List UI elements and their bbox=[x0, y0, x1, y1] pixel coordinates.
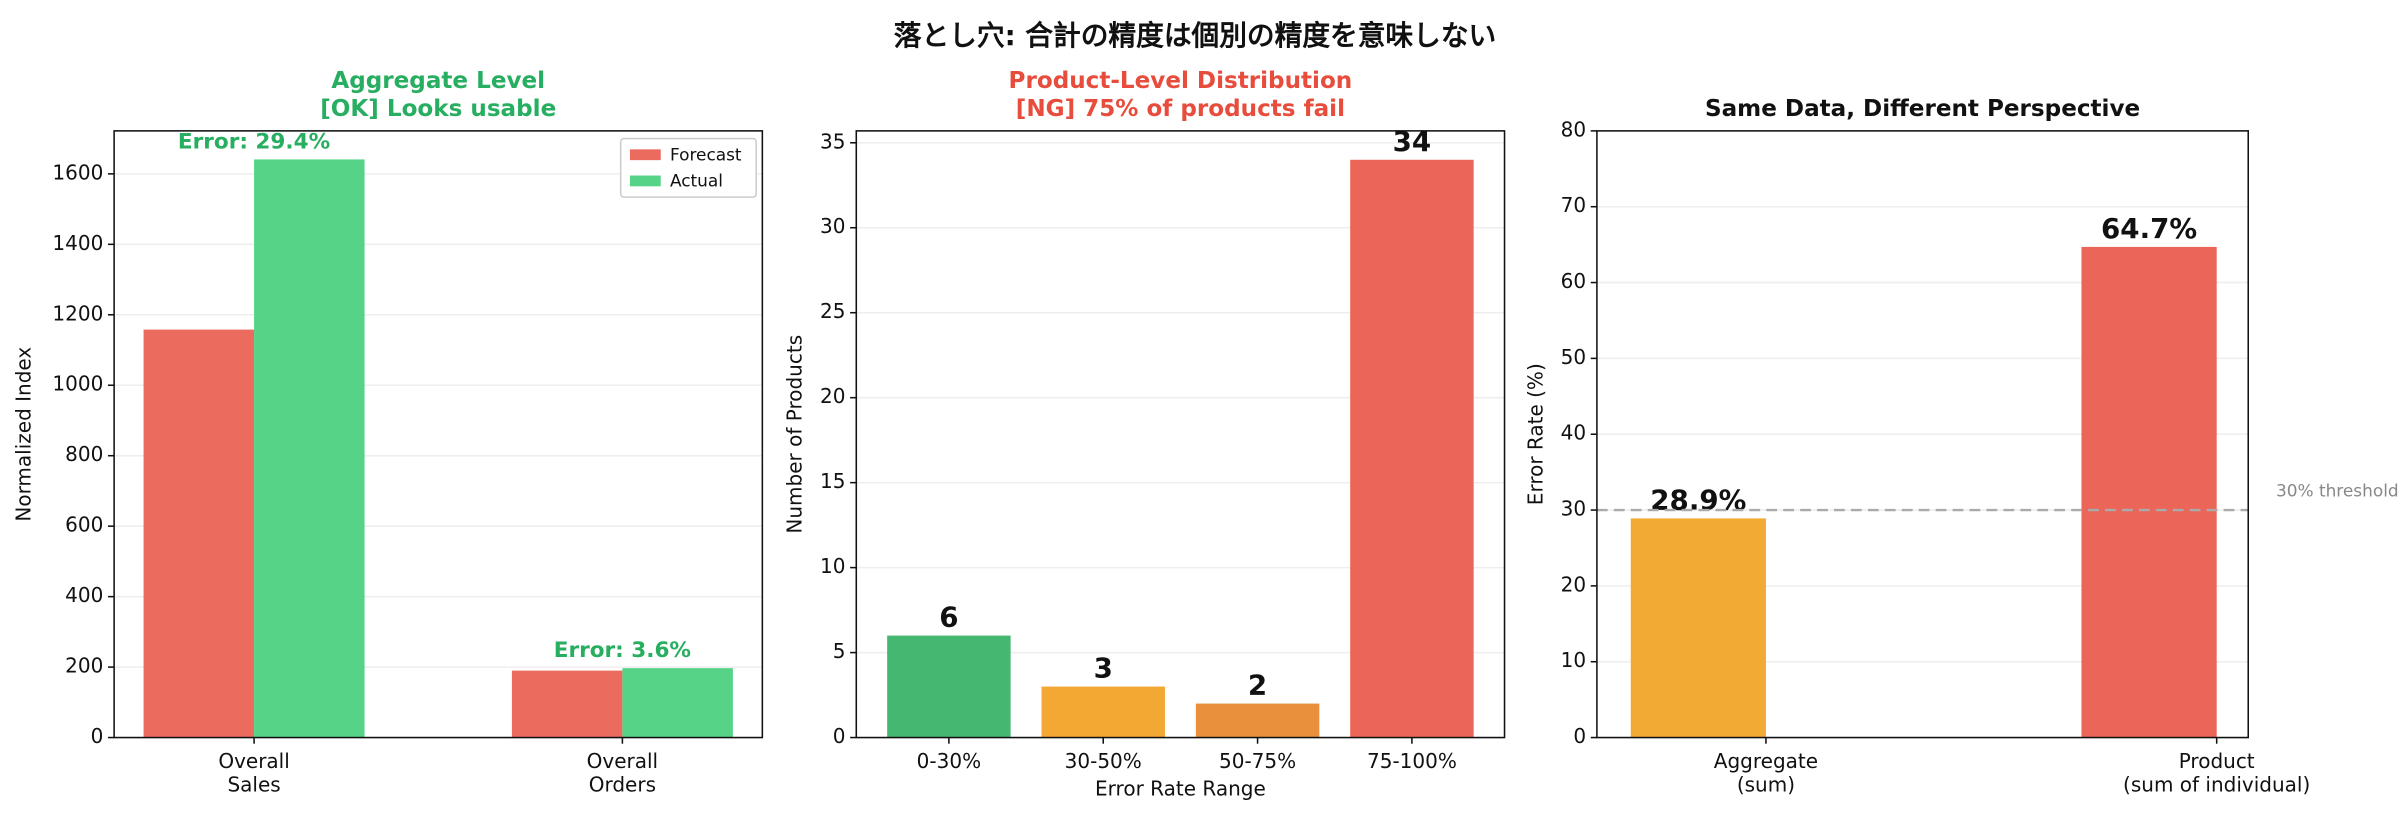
y-tick-label: 1000 bbox=[52, 372, 103, 396]
x-tick-label: 75-100% bbox=[1367, 749, 1457, 773]
y-tick-label: 70 bbox=[1561, 193, 1586, 217]
threshold-label: 30% threshold bbox=[2276, 481, 2399, 501]
y-tick-label: 800 bbox=[65, 442, 103, 466]
bar bbox=[1630, 518, 1766, 738]
y-tick-label: 1200 bbox=[52, 301, 103, 325]
y-tick-label: 200 bbox=[65, 654, 103, 678]
y-axis-label: Normalized Index bbox=[11, 347, 35, 522]
x-tick-label-line: Product bbox=[2179, 749, 2255, 773]
y-tick-label: 10 bbox=[820, 554, 845, 578]
chart-subtitle: [OK] Looks usable bbox=[320, 96, 556, 122]
x-tick-label-line: Overall bbox=[587, 749, 658, 773]
y-tick-label: 5 bbox=[833, 639, 846, 663]
y-tick-label: 50 bbox=[1561, 345, 1586, 369]
bar bbox=[1041, 686, 1165, 738]
legend-swatch bbox=[629, 149, 661, 161]
y-tick-label: 25 bbox=[820, 299, 845, 323]
figure-title: 落とし穴: 合計の精度は個別の精度を意味しない bbox=[894, 19, 1497, 52]
data-label: 2 bbox=[1248, 669, 1267, 702]
plot-frame bbox=[113, 130, 764, 739]
x-tick-label-line: 0-30% bbox=[917, 749, 981, 773]
x-tick-label-line: 30-50% bbox=[1065, 749, 1142, 773]
bar bbox=[1350, 159, 1474, 738]
x-tick-label-line: Sales bbox=[227, 772, 280, 796]
y-tick-label: 20 bbox=[1561, 572, 1586, 596]
annotation: Error: 29.4% bbox=[178, 129, 330, 154]
x-tick-label-line: 50-75% bbox=[1219, 749, 1296, 773]
legend-swatch bbox=[629, 175, 661, 187]
y-tick-label: 0 bbox=[1573, 724, 1586, 748]
x-tick-label-line: (sum of individual) bbox=[2123, 772, 2310, 796]
chart-title: Aggregate Level bbox=[331, 68, 545, 94]
bar bbox=[143, 329, 255, 738]
bar bbox=[622, 668, 733, 738]
y-tick-label: 60 bbox=[1561, 269, 1586, 293]
legend-label: Actual bbox=[670, 171, 723, 191]
bar bbox=[2081, 246, 2217, 738]
data-label: 34 bbox=[1393, 125, 1432, 158]
y-tick-label: 35 bbox=[820, 129, 845, 153]
x-tick-label: Overall Orders bbox=[587, 749, 658, 796]
plot-frame bbox=[855, 130, 1506, 739]
x-tick-label: 30-50% bbox=[1065, 749, 1142, 773]
y-tick-label: 30 bbox=[1561, 497, 1586, 521]
y-tick-label: 15 bbox=[820, 469, 845, 493]
y-tick-label: 20 bbox=[820, 384, 845, 408]
y-tick-label: 10 bbox=[1561, 648, 1586, 672]
y-axis-label: Number of Products bbox=[783, 335, 807, 534]
x-tick-label-line: Overall bbox=[218, 749, 289, 773]
x-tick-label: Overall Sales bbox=[218, 749, 289, 796]
x-tick-label: Aggregate (sum) bbox=[1714, 749, 1818, 796]
bar bbox=[1195, 703, 1320, 738]
x-tick-label: 0-30% bbox=[917, 749, 981, 773]
bar bbox=[254, 159, 365, 738]
bar bbox=[511, 670, 623, 738]
y-tick-label: 40 bbox=[1561, 421, 1586, 445]
chart-subtitle: [NG] 75% of products fail bbox=[1016, 96, 1345, 122]
bar bbox=[887, 635, 1011, 738]
x-tick-label-line: 75-100% bbox=[1367, 749, 1457, 773]
annotation: Error: 3.6% bbox=[554, 638, 691, 663]
chart-title: Product-Level Distribution bbox=[1009, 68, 1353, 94]
y-tick-label: 80 bbox=[1561, 117, 1586, 141]
x-tick-label-line: Orders bbox=[589, 772, 656, 796]
y-tick-label: 1600 bbox=[52, 160, 103, 184]
y-tick-label: 30 bbox=[820, 214, 845, 238]
data-label: 6 bbox=[939, 601, 958, 634]
data-label: 28.9% bbox=[1650, 483, 1746, 516]
x-tick-label-line: Aggregate bbox=[1714, 749, 1818, 773]
y-tick-label: 0 bbox=[91, 724, 104, 748]
x-axis-label: Error Rate Range bbox=[1095, 776, 1266, 800]
y-tick-label: 600 bbox=[65, 513, 103, 537]
chart-title: Same Data, Different Perspective bbox=[1705, 96, 2140, 122]
data-label: 3 bbox=[1094, 652, 1113, 685]
y-tick-label: 1400 bbox=[52, 231, 103, 255]
y-tick-label: 400 bbox=[65, 583, 103, 607]
y-axis-label: Error Rate (%) bbox=[1523, 363, 1547, 505]
data-label: 64.7% bbox=[2101, 212, 2197, 245]
x-tick-label: 50-75% bbox=[1219, 749, 1296, 773]
legend-label: Forecast bbox=[670, 145, 742, 165]
y-tick-label: 0 bbox=[833, 724, 846, 748]
x-tick-label-line: (sum) bbox=[1737, 772, 1795, 796]
plot-frame bbox=[1596, 130, 2250, 739]
x-tick-label: Product (sum of individual) bbox=[2123, 749, 2310, 796]
